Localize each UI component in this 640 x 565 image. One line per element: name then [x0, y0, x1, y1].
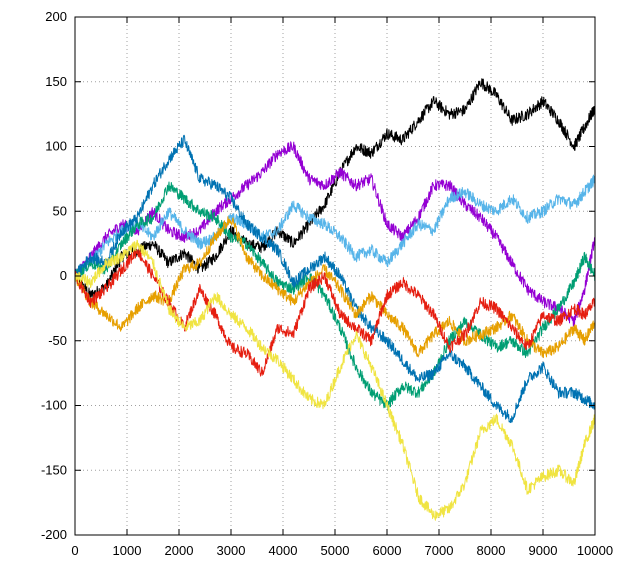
x-tick-label: 7000: [425, 543, 454, 558]
y-tick-label: -200: [41, 527, 67, 542]
x-tick-label: 1000: [113, 543, 142, 558]
y-tick-label: 0: [60, 268, 67, 283]
y-tick-label: -100: [41, 398, 67, 413]
grid-lines: [75, 17, 595, 535]
y-tick-label: 200: [45, 9, 67, 24]
series-line: [74, 174, 596, 279]
y-tick-label: 150: [45, 74, 67, 89]
series-lines: [74, 78, 596, 521]
series-line: [74, 181, 596, 411]
series-line: [74, 134, 596, 424]
axis-ticks: [74, 16, 596, 536]
series-line: [74, 239, 596, 521]
series-line: [74, 216, 596, 359]
x-tick-label: 6000: [373, 543, 402, 558]
x-tick-label: 8000: [477, 543, 506, 558]
y-axis-tick-labels: -200 -150 -100 -50 0 50 100 150 200: [41, 9, 67, 542]
y-tick-label: 100: [45, 139, 67, 154]
x-tick-label: 9000: [529, 543, 558, 558]
x-axis-tick-labels: 0 1000 2000 3000 4000 5000 6000 7000 8000 9000 100…: [71, 543, 613, 558]
x-tick-label: 3000: [217, 543, 246, 558]
series-line: [74, 78, 596, 299]
x-tick-label: 4000: [269, 543, 298, 558]
x-tick-label: 2000: [165, 543, 194, 558]
x-tick-label: 10000: [577, 543, 613, 558]
x-tick-label: 0: [71, 543, 78, 558]
y-tick-label: -150: [41, 462, 67, 477]
y-tick-label: -50: [48, 333, 67, 348]
x-tick-label: 5000: [321, 543, 350, 558]
y-tick-label: 50: [53, 203, 67, 218]
